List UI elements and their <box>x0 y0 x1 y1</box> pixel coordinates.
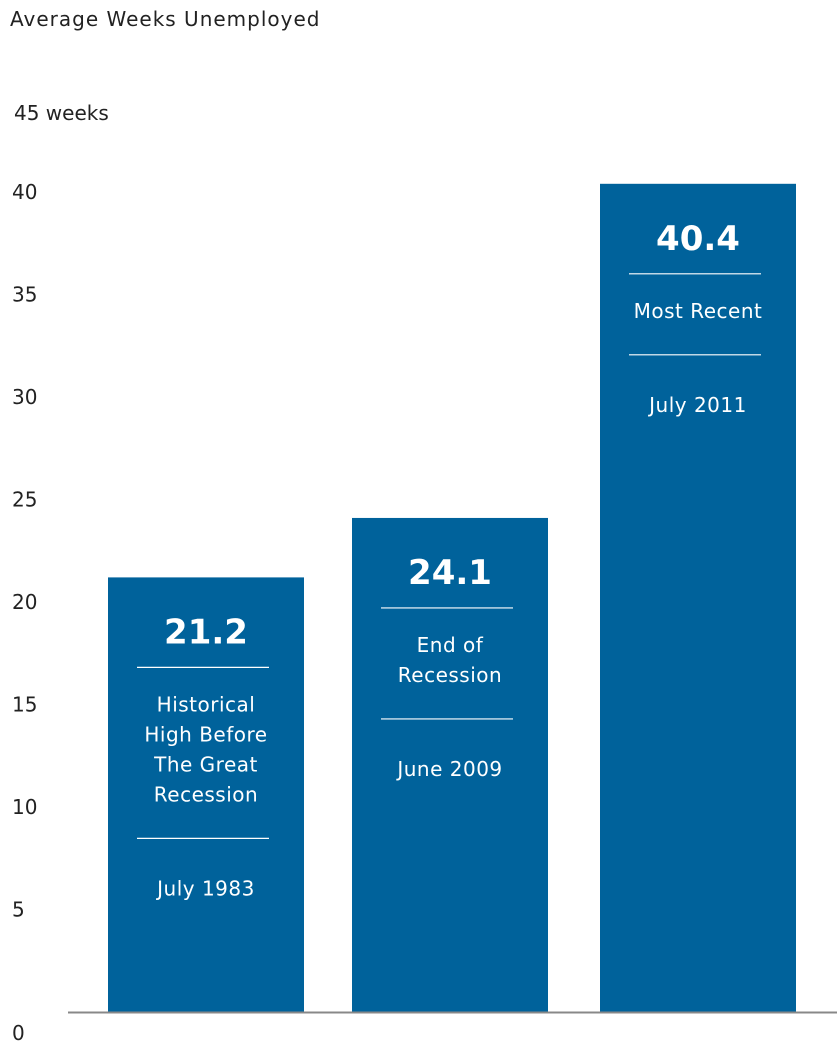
bar-description-line: High Before <box>144 722 267 746</box>
bar-description-line: Recession <box>398 663 502 687</box>
y-axis-ticks: 0 5 10 15 20 25 30 35 40 <box>12 180 37 1041</box>
y-unit-label: 45 weeks <box>14 101 109 125</box>
y-tick-label: 25 <box>12 488 37 512</box>
y-tick-label: 20 <box>12 590 37 614</box>
bar-group: 21.2 Historical High Before The Great Recess… <box>108 577 304 1012</box>
bar-value-label: 40.4 <box>656 219 740 259</box>
bar-group: 40.4 Most Recent July 2011 <box>600 183 796 1013</box>
bar-group: 24.1 End of Recession June 2009 <box>352 517 548 1012</box>
bar-description-line: Most Recent <box>634 299 763 323</box>
bar <box>352 517 548 1012</box>
y-tick-label: 5 <box>12 898 25 922</box>
bar-category-label: July 1983 <box>155 876 255 900</box>
bar-category-label: June 2009 <box>395 757 502 781</box>
y-tick-label: 10 <box>12 795 37 819</box>
bar-description-line: Historical <box>157 692 256 716</box>
y-tick-label: 30 <box>12 385 37 409</box>
chart-title: Average Weeks Unemployed <box>10 7 320 31</box>
y-tick-label: 40 <box>12 180 37 204</box>
bar <box>108 577 304 1012</box>
y-tick-label: 15 <box>12 693 37 717</box>
bar-description-line: Recession <box>154 782 258 806</box>
bar-value-label: 21.2 <box>164 612 248 652</box>
bar-value-label: 24.1 <box>408 553 492 593</box>
bar <box>600 183 796 1013</box>
y-tick-label: 0 <box>12 1021 25 1041</box>
bars: 21.2 Historical High Before The Great Recess… <box>108 183 796 1013</box>
bar-category-label: July 2011 <box>647 393 747 417</box>
bar-description-line: End of <box>417 633 484 657</box>
y-tick-label: 35 <box>12 283 37 307</box>
bar-description-line: The Great <box>153 752 258 776</box>
